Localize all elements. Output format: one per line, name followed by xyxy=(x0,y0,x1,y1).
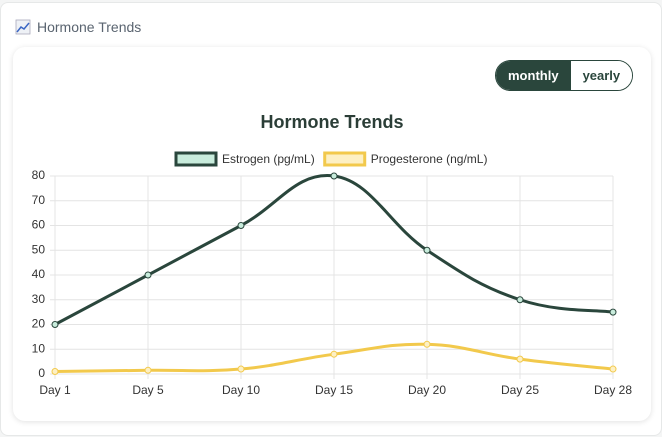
y-tick-label: 60 xyxy=(32,218,46,232)
y-tick-label: 50 xyxy=(32,242,46,256)
legend-swatch[interactable] xyxy=(323,151,367,167)
y-tick-label: 20 xyxy=(32,317,46,331)
data-point xyxy=(144,366,152,374)
panel-title: Hormone Trends xyxy=(37,19,142,35)
toggle-button[interactable]: monthly xyxy=(496,61,571,90)
data-point xyxy=(330,172,338,180)
data-point xyxy=(237,365,245,373)
legend-label[interactable]: Estrogen (pg/mL) xyxy=(222,152,315,166)
x-tick-label: Day 5 xyxy=(132,383,164,397)
data-point xyxy=(609,365,617,373)
y-tick-label: 80 xyxy=(32,168,46,182)
chart-icon xyxy=(15,19,31,35)
panel-header: Hormone Trends xyxy=(15,19,141,35)
x-tick-label: Day 1 xyxy=(39,383,71,397)
data-point xyxy=(423,340,431,348)
chart-card: monthly yearly xyxy=(12,44,650,418)
period-toggle: monthly yearly xyxy=(495,60,634,91)
data-point xyxy=(144,271,152,279)
data-point xyxy=(51,368,59,376)
legend-label[interactable]: Progesterone (ng/mL) xyxy=(371,152,488,166)
data-point xyxy=(609,308,617,316)
data-point xyxy=(516,296,524,304)
data-point xyxy=(423,246,431,254)
x-tick-label: Day 20 xyxy=(408,383,446,397)
y-tick-label: 70 xyxy=(32,193,46,207)
toggle-button[interactable]: yearly xyxy=(570,61,633,90)
data-point xyxy=(330,350,338,358)
y-tick-label: 30 xyxy=(32,292,46,306)
y-tick-label: 10 xyxy=(32,341,46,355)
x-tick-label: Day 25 xyxy=(501,383,539,397)
data-point xyxy=(516,355,524,363)
data-point xyxy=(51,321,59,328)
legend-swatch[interactable] xyxy=(174,151,218,167)
card-background xyxy=(13,47,651,421)
y-tick-label: 40 xyxy=(32,267,46,281)
y-tick-label: 0 xyxy=(38,366,45,380)
x-tick-label: Day 28 xyxy=(594,383,632,397)
x-tick-label: Day 15 xyxy=(315,383,353,397)
chart-title: Hormone Trends xyxy=(260,112,403,132)
data-point xyxy=(237,222,245,229)
x-tick-label: Day 10 xyxy=(222,383,260,397)
